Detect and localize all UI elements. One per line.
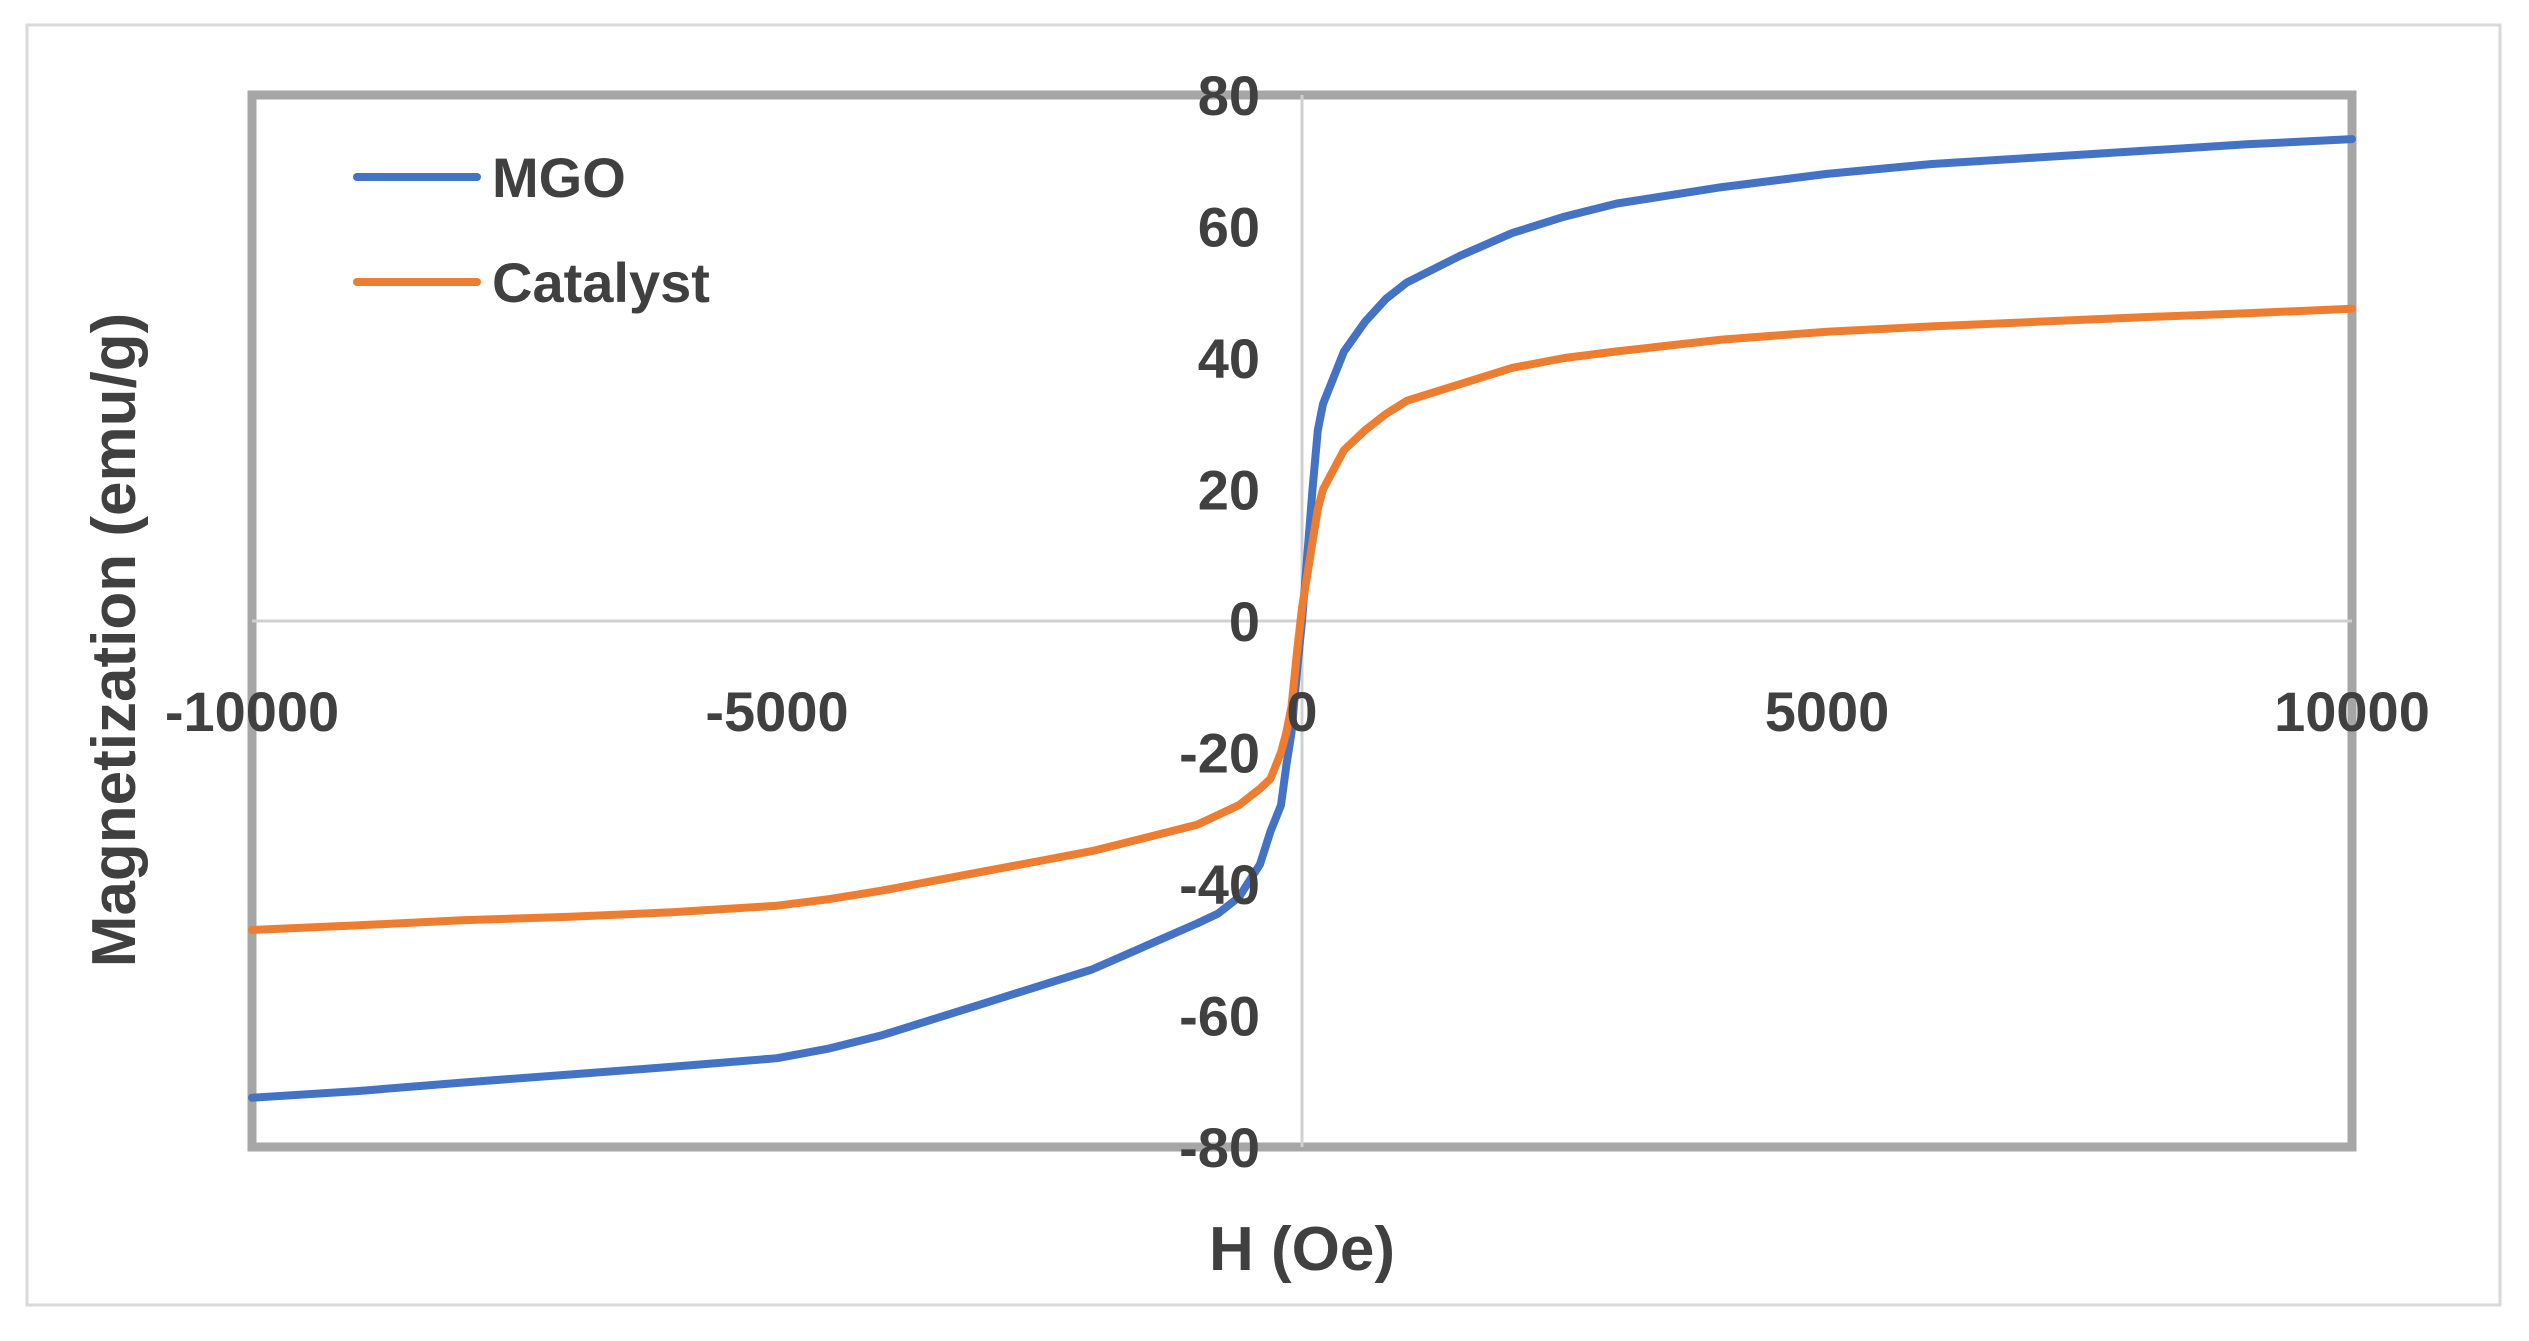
- y-tick-label: 0: [1229, 590, 1260, 653]
- legend: MGO Catalyst: [353, 146, 710, 314]
- y-tick-label: -20: [1179, 722, 1260, 785]
- x-tick-label: 0: [1286, 680, 1317, 743]
- x-tick-label: -5000: [705, 680, 848, 743]
- y-tick-labels: -80 -60 -40 -20 0 20 40 60 80: [1179, 64, 1260, 1179]
- series-line-catalyst: [248, 304, 2356, 934]
- y-tick-label: 60: [1198, 196, 1260, 259]
- chart-outer-frame: [25, 23, 2502, 1307]
- series-layer: [248, 135, 2356, 1102]
- y-tick-label: 40: [1198, 327, 1260, 390]
- x-tick-labels: -10000 -5000 0 5000 10000: [165, 680, 2430, 743]
- y-tick-label: -40: [1179, 853, 1260, 916]
- x-tick-label: -10000: [165, 680, 339, 743]
- x-tick-label: 5000: [1765, 680, 1890, 743]
- y-tick-label: -80: [1179, 1116, 1260, 1179]
- y-tick-label: -60: [1179, 985, 1260, 1048]
- legend-label-mgo: MGO: [492, 146, 626, 209]
- x-tick-label: 10000: [2274, 680, 2430, 743]
- y-tick-label: 80: [1198, 64, 1260, 127]
- legend-label-catalyst: Catalyst: [492, 251, 710, 314]
- y-axis-title: Magnetization (emu/g): [80, 313, 149, 967]
- y-tick-label: 20: [1198, 459, 1260, 522]
- x-axis-title: H (Oe): [1209, 1215, 1395, 1284]
